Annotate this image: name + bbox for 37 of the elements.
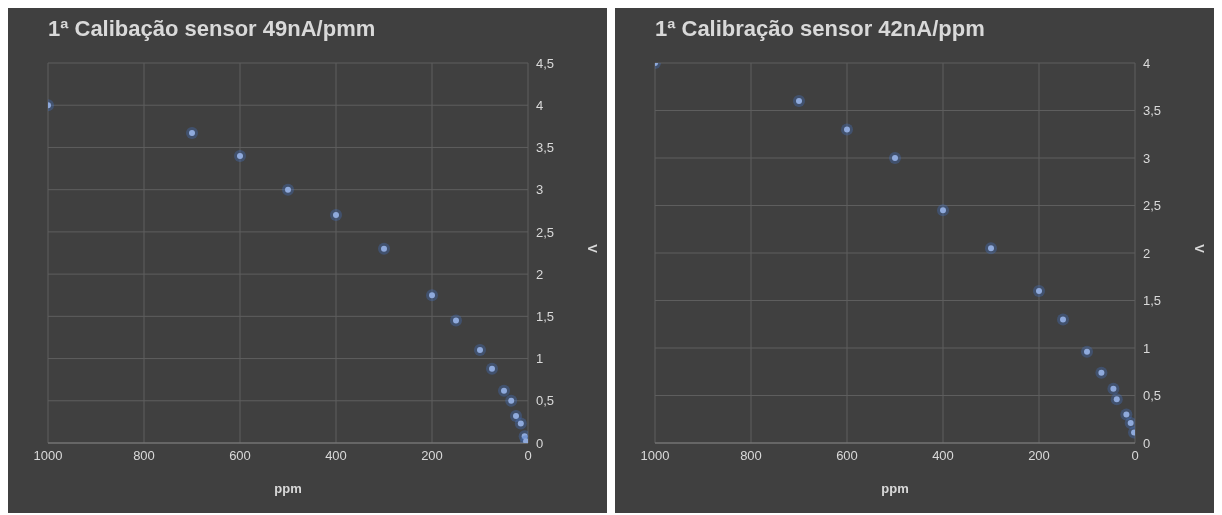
y-tick-label: 4 [1143,55,1151,71]
y-tick-label: 0 [1143,435,1151,451]
y-tick-label: 3 [536,182,544,198]
x-tick-label: 200 [421,448,443,464]
x-tick-label: 600 [229,448,251,464]
x-tick-label: 0 [1131,448,1139,464]
y-tick-label: 1,5 [536,308,555,324]
chart-title: 1ª Calibação sensor 49nA/pmm [48,16,376,42]
y-tick-label: 0 [536,435,544,451]
y-axis-title: V [1192,244,1208,254]
y-tick-label: 1 [536,351,544,367]
x-tick-label: 400 [325,448,347,464]
x-tick-label: 1000 [640,448,670,464]
y-tick-label: 3,5 [536,140,555,156]
x-tick-label: 800 [133,448,155,464]
y-tick-label: 4,5 [536,55,555,71]
y-axis-title: V [585,244,601,254]
y-tick-label: 3,5 [1143,103,1162,119]
y-tick-label: 1 [1143,340,1151,356]
chart-title: 1ª Calibração sensor 42nA/ppm [655,16,985,42]
x-tick-label: 600 [836,448,858,464]
y-tick-label: 2,5 [536,224,555,240]
y-tick-label: 3 [1143,150,1151,166]
x-tick-label: 400 [932,448,954,464]
y-tick-label: 2 [1143,245,1151,261]
x-tick-label: 0 [524,448,532,464]
y-tick-label: 4 [536,97,544,113]
x-tick-label: 200 [1028,448,1050,464]
y-tick-label: 0,5 [1143,388,1162,404]
y-tick-label: 2,5 [1143,198,1162,214]
x-tick-label: 1000 [33,448,63,464]
x-axis-title: ppm [881,481,909,496]
y-tick-label: 1,5 [1143,293,1162,309]
y-tick-label: 2 [536,266,544,282]
y-tick-label: 0,5 [536,393,555,409]
x-tick-label: 800 [740,448,762,464]
x-axis-title: ppm [274,481,302,496]
